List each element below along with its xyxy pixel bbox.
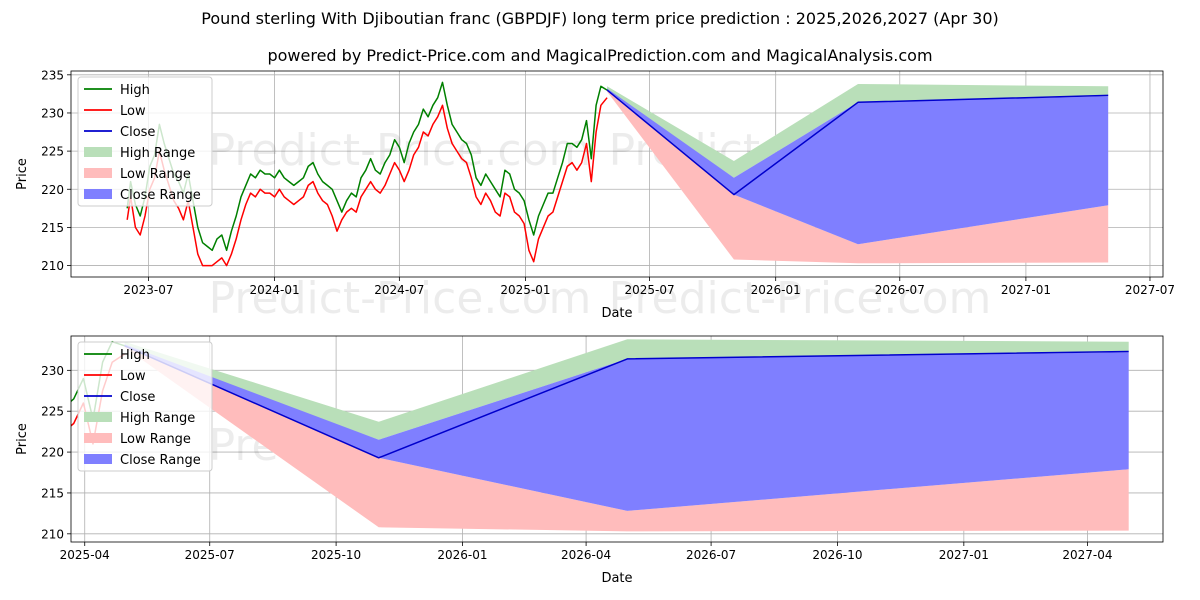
axes-frame [70, 70, 1164, 278]
y-tick-label: 220 [41, 183, 64, 197]
chart-subtitle: powered by Predict-Price.com and Magical… [267, 46, 933, 65]
y-tick-label: 225 [41, 145, 64, 159]
legend-swatch-close-range [84, 454, 112, 464]
y-tick-label: 215 [41, 486, 64, 500]
x-tick-label: 2027-04 [1062, 548, 1112, 562]
x-tick-label: 2026-01 [437, 548, 487, 562]
high-series-line [126, 81, 608, 252]
legend-swatch-high-range [84, 147, 112, 157]
high-range-band [607, 84, 1109, 178]
legend-label-low-range: Low Range [120, 432, 191, 447]
legend-top: High Low Close High Range Low Range Close Ran… [77, 76, 213, 207]
y-tick-label: 210 [41, 527, 64, 541]
x-axis-label: Date [601, 306, 632, 321]
legend-label-low: Low [120, 369, 146, 384]
watermark-text: Predict-Price.com [209, 273, 592, 324]
legend-label-close-range: Close Range [120, 453, 201, 468]
close-range-band [607, 88, 1109, 245]
legend-swatch-high-range [84, 412, 112, 422]
legend-swatch-low-range [84, 168, 112, 178]
plot-area-bottom [71, 339, 1129, 532]
legend-label-low: Low [120, 104, 146, 119]
x-tick-label: 2027-01 [1001, 283, 1051, 297]
y-tick-label: 225 [41, 405, 64, 419]
y-tick-label: 210 [41, 259, 64, 273]
legend-label-high: High [120, 348, 150, 363]
x-tick-label: 2025-07 [624, 283, 674, 297]
legend-swatch-low-range [84, 433, 112, 443]
low-range-band [607, 90, 1109, 264]
high-range-band [124, 339, 1129, 440]
legend-swatch-close-range [84, 189, 112, 199]
axes-frame [70, 335, 1164, 543]
y-tick-label: 230 [41, 364, 64, 378]
x-tick-label: 2025-07 [185, 548, 235, 562]
legend-bottom: High Low Close High Range Low Range Close Ran… [77, 341, 213, 472]
y-tick-label: 230 [41, 106, 64, 120]
legend-label-high-range: High Range [120, 411, 195, 426]
low-range-band [124, 345, 1129, 532]
x-axis-label: Date [601, 571, 632, 586]
x-tick-label: 2027-07 [1125, 283, 1175, 297]
close-forecast-line [124, 345, 1129, 459]
legend-label-low-range: Low Range [120, 167, 191, 182]
x-tick-label: 2026-07 [875, 283, 925, 297]
x-tick-label: 2025-04 [60, 548, 110, 562]
legend-label-high-range: High Range [120, 146, 195, 161]
x-tick-label: 2025-10 [311, 548, 361, 562]
low-series-line [126, 97, 608, 267]
y-tick-label: 220 [41, 446, 64, 460]
y-tick-label: 215 [41, 221, 64, 235]
x-tick-label: 2023-07 [123, 283, 173, 297]
x-tick-label: 2026-01 [751, 283, 801, 297]
close-forecast-line [606, 89, 1109, 196]
x-tick-label: 2024-01 [250, 283, 300, 297]
legend-label-high: High [120, 83, 150, 98]
x-tick-label: 2026-07 [686, 548, 736, 562]
legend-label-close: Close [120, 390, 155, 405]
x-tick-label: 2026-04 [561, 548, 611, 562]
x-tick-label: 2027-01 [939, 548, 989, 562]
legend-label-close-range: Close Range [120, 188, 201, 203]
x-tick-label: 2024-07 [374, 283, 424, 297]
plot-area-top [126, 81, 1109, 267]
y-axis-label: Price [15, 158, 30, 190]
watermark-text: Predict-Price.com [609, 273, 992, 324]
y-axis-label: Price [15, 423, 30, 455]
x-tick-label: 2026-10 [812, 548, 862, 562]
x-tick-label: 2025-01 [500, 283, 550, 297]
y-tick-label: 235 [41, 68, 64, 82]
chart-title: Pound sterling With Djiboutian franc (GB… [201, 9, 999, 28]
legend-label-close: Close [120, 125, 155, 140]
close-range-band [124, 344, 1129, 511]
